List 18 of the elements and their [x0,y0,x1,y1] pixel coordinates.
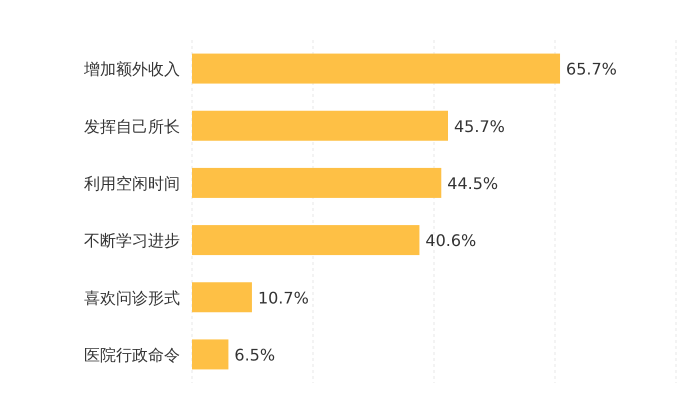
bar [192,168,442,198]
y-tick-label: 发挥自己所长 [84,116,180,136]
y-tick-label: 利用空闲时间 [84,174,180,193]
data-label: 10.7% [258,288,309,308]
y-tick-label: 喜欢问诊形式 [84,288,180,308]
data-label: 65.7% [566,60,617,79]
bar [192,225,420,256]
bar [192,110,448,141]
y-tick-label: 医院行政命令 [84,345,180,364]
data-label: 6.5% [234,345,276,364]
bar [192,339,228,370]
bar [192,282,252,312]
data-label: 45.7% [454,116,505,136]
bar [192,54,560,84]
y-tick-label: 不断学习进步 [84,231,180,250]
data-label: 40.6% [425,231,476,250]
data-label: 44.5% [447,174,498,193]
y-tick-label: 增加额外收入 [83,60,180,79]
